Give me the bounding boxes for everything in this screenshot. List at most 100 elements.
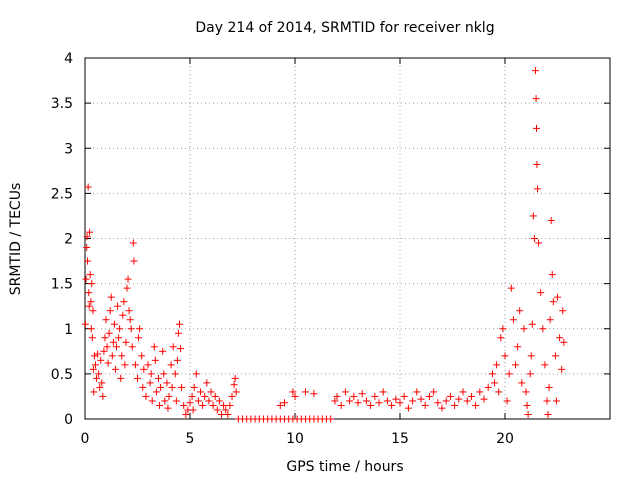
x-tick-label: 10 (286, 431, 304, 447)
data-point (501, 352, 509, 360)
data-point (189, 406, 197, 414)
data-point (367, 401, 375, 409)
data-point (400, 392, 408, 400)
data-point (310, 390, 318, 398)
data-point (543, 397, 551, 405)
data-point (173, 356, 181, 364)
data-point (493, 361, 501, 369)
data-point (421, 401, 429, 409)
data-point (192, 370, 200, 378)
data-point (484, 383, 492, 391)
data-point (97, 356, 105, 364)
data-point (122, 338, 130, 346)
data-point (81, 320, 89, 328)
data-point (123, 284, 131, 292)
data-point (548, 271, 556, 279)
axes (84, 57, 611, 420)
data-point (552, 397, 560, 405)
data-point (207, 388, 215, 396)
data-point (409, 397, 417, 405)
data-point (140, 365, 148, 373)
data-point (159, 347, 167, 355)
y-tick-label: 2 (64, 232, 73, 248)
data-point (535, 239, 543, 247)
data-point (228, 392, 236, 400)
data-point (446, 392, 454, 400)
data-point (139, 383, 147, 391)
data-point (518, 379, 526, 387)
data-point (188, 392, 196, 400)
data-point (86, 228, 94, 236)
y-tick-label: 2.5 (51, 186, 73, 202)
data-point (533, 160, 541, 168)
data-point (289, 388, 297, 396)
data-point (144, 361, 152, 369)
data-point (182, 410, 190, 418)
data-point (115, 334, 123, 342)
data-point (102, 316, 110, 324)
data-point (90, 388, 98, 396)
data-point (430, 388, 438, 396)
data-point (85, 289, 93, 297)
data-point (120, 298, 128, 306)
data-point (556, 334, 564, 342)
data-point (362, 397, 370, 405)
data-point (86, 271, 94, 279)
data-point (375, 399, 383, 407)
data-point (131, 361, 139, 369)
data-point (110, 320, 118, 328)
data-point (379, 388, 387, 396)
data-point (169, 343, 177, 351)
data-point (499, 325, 507, 333)
data-point (503, 397, 511, 405)
data-point (113, 343, 120, 351)
x-tick-label: 20 (496, 431, 514, 447)
data-point (541, 361, 549, 369)
data-point (495, 388, 503, 396)
data-point (302, 388, 309, 396)
data-point (442, 397, 450, 405)
data-point (88, 280, 96, 288)
data-point (106, 307, 114, 315)
data-point (171, 370, 179, 378)
data-point (108, 352, 116, 360)
data-point (128, 343, 136, 351)
data-point (127, 325, 135, 333)
data-point (392, 395, 400, 403)
data-point (560, 338, 568, 346)
data-point (126, 316, 134, 324)
data-point (226, 401, 234, 409)
plot-border (84, 57, 611, 420)
data-point (434, 399, 442, 407)
data-point (354, 399, 362, 407)
y-tick-label: 4 (64, 51, 73, 67)
data-point (396, 399, 404, 407)
data-point (178, 383, 186, 391)
data-point (116, 325, 124, 333)
data-point (82, 275, 90, 283)
data-point (85, 302, 93, 310)
x-tick-label: 5 (186, 431, 195, 447)
data-point (451, 401, 459, 409)
x-tick-label: 0 (81, 431, 90, 447)
data-point (222, 406, 230, 414)
data-point (459, 388, 467, 396)
data-point (350, 392, 358, 400)
data-point (520, 325, 528, 333)
data-point (89, 307, 97, 315)
data-point (83, 244, 91, 252)
data-points (81, 67, 568, 423)
data-point (87, 325, 95, 333)
tick-labels: 0 5 10 15 20 0 0.5 1 1.5 2 2.5 3 3.5 4 (51, 51, 514, 447)
data-point (341, 388, 349, 396)
data-point (104, 359, 112, 367)
y-tick-label: 1 (64, 322, 73, 338)
data-point (530, 235, 538, 242)
data-point (148, 397, 156, 405)
data-point (220, 401, 228, 409)
data-point (177, 345, 185, 353)
data-point (480, 395, 488, 403)
data-point (358, 390, 366, 398)
data-point (417, 395, 425, 403)
data-point (109, 338, 117, 346)
